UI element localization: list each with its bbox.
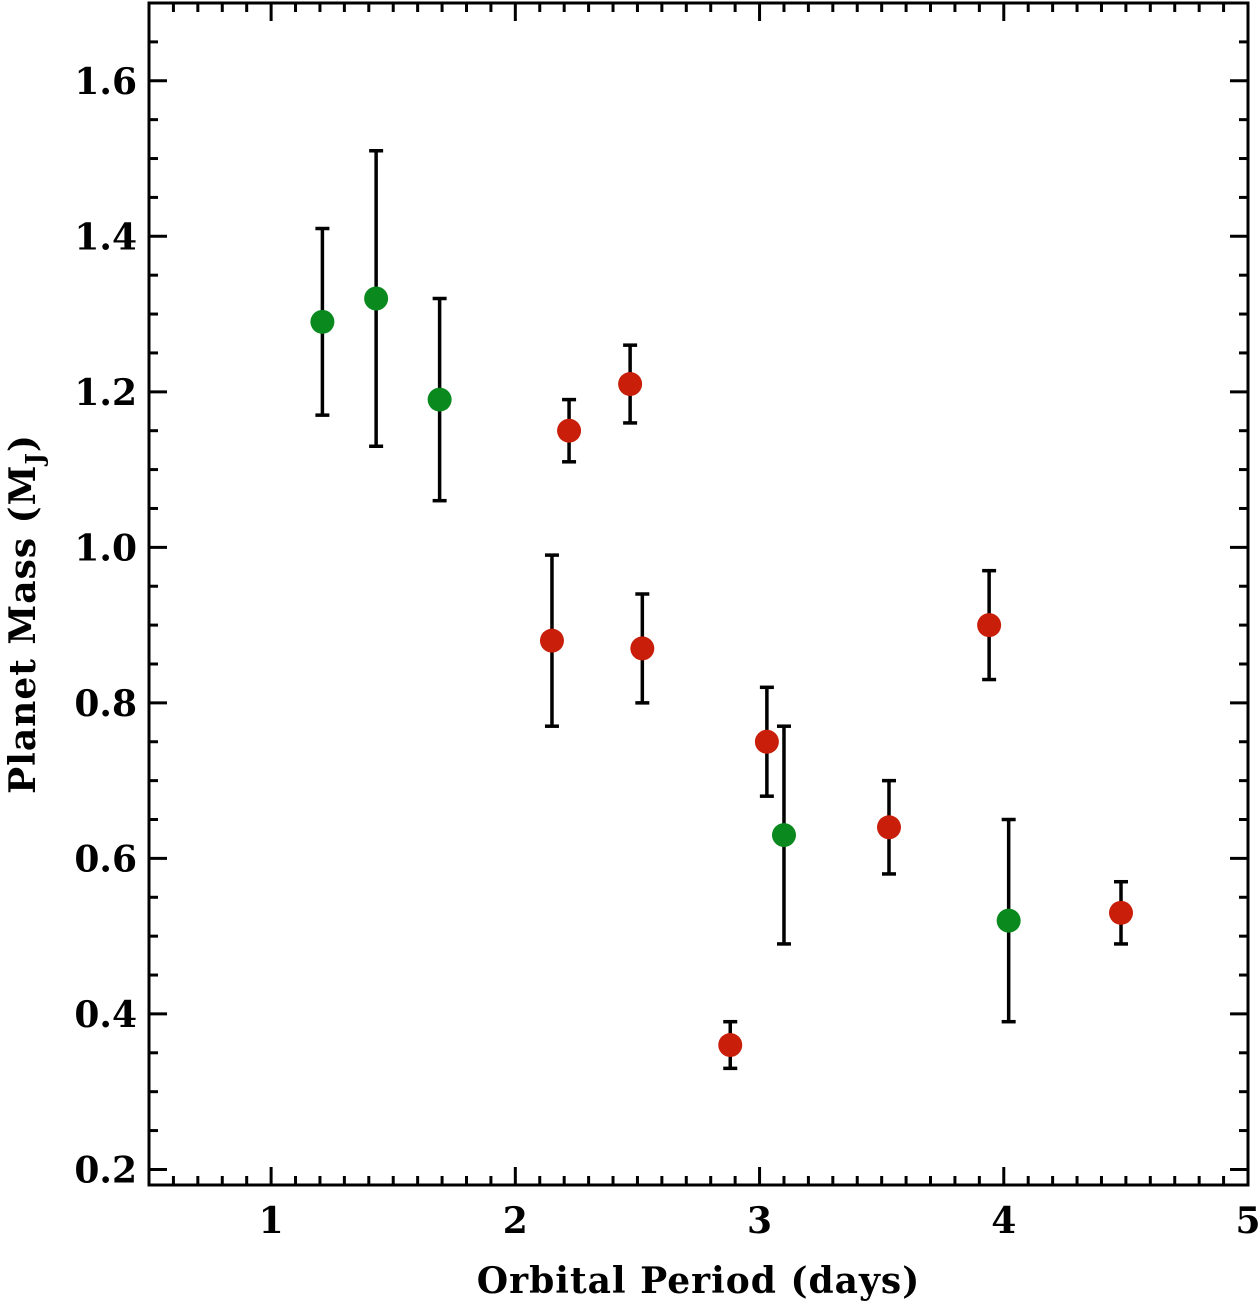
y-axis-title-main: Planet Mass (M	[2, 464, 44, 793]
x-tick-label: 3	[747, 1200, 772, 1242]
y-tick-label: 1.0	[74, 527, 137, 569]
y-axis-title: Planet Mass (MJ)	[2, 434, 49, 794]
data-point-red	[876, 815, 901, 840]
plot-frame	[147, 1, 1250, 1187]
data-point-red	[618, 372, 643, 397]
data-point-green	[996, 908, 1021, 933]
y-axis-title-subscript: J	[20, 452, 49, 466]
data-point-red	[557, 418, 582, 443]
data-point-green	[310, 309, 335, 334]
x-tick-label: 5	[1235, 1200, 1259, 1242]
y-tick-label: 1.2	[74, 372, 137, 414]
y-tick-label: 1.6	[74, 61, 137, 103]
data-point-red	[539, 628, 564, 653]
x-tick-label: 4	[991, 1200, 1016, 1242]
data-point-red	[977, 613, 1002, 638]
axis-tick-labels: 1 2 3 4 5 0.2 0.4 0.6 0.8 1.0 1.2 1.4 1.6	[74, 61, 1259, 1242]
y-tick-label: 0.2	[74, 1149, 137, 1191]
data-point-green	[771, 823, 796, 848]
data-point-red	[630, 636, 655, 661]
y-tick-label: 0.6	[74, 838, 137, 880]
x-tick-label: 2	[503, 1200, 528, 1242]
data-point-green	[364, 286, 389, 311]
data-points	[310, 286, 1134, 1058]
data-point-green	[427, 387, 452, 412]
y-tick-label: 0.8	[74, 683, 137, 725]
x-axis-title: Orbital Period (days)	[477, 1260, 920, 1302]
y-tick-label: 1.4	[74, 216, 137, 258]
data-point-red	[754, 729, 779, 754]
y-tick-label: 0.4	[74, 994, 137, 1036]
data-point-red	[1109, 900, 1134, 925]
x-tick-label: 1	[259, 1200, 284, 1242]
data-point-red	[718, 1033, 743, 1058]
y-axis-title-close: )	[2, 434, 44, 452]
